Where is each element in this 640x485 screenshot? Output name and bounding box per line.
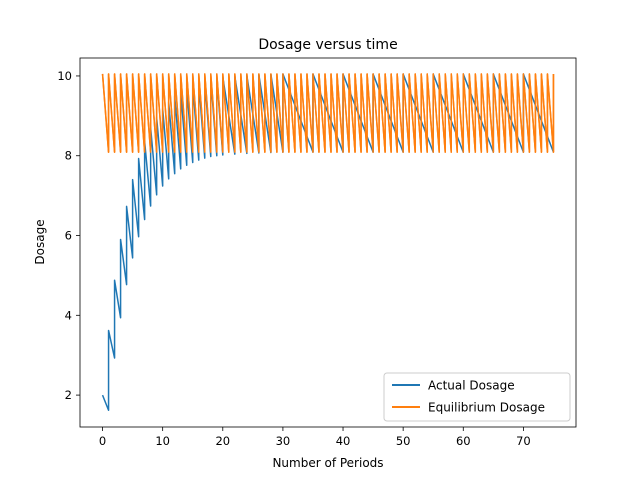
axes: 0 10 20 30 40 50 60 70 2 4 6 8 10 [57, 69, 530, 448]
x-tick-label: 30 [276, 434, 291, 448]
x-tick-label: 0 [99, 434, 106, 448]
legend: Actual Dosage Equilibrium Dosage [383, 372, 571, 422]
y-tick-label: 10 [57, 69, 72, 83]
y-tick-label: 2 [65, 388, 72, 402]
x-tick-label: 20 [215, 434, 230, 448]
plot-area [101, 73, 555, 411]
x-axis-label: Number of Periods [272, 456, 383, 470]
chart-title: Dosage versus time [258, 37, 397, 53]
axes-frame [79, 57, 577, 428]
y-tick-label: 6 [65, 229, 72, 243]
x-tick-label: 40 [336, 434, 351, 448]
y-axis-label: Dosage [33, 219, 47, 264]
x-tick-label: 70 [516, 434, 531, 448]
x-tick-label: 60 [456, 434, 471, 448]
legend-label-actual-dosage: Actual Dosage [428, 379, 515, 393]
y-tick-label: 4 [65, 308, 72, 322]
x-tick-label: 50 [396, 434, 411, 448]
x-tick-label: 10 [155, 434, 170, 448]
y-tick-label: 8 [65, 149, 72, 163]
legend-label-equilibrium-dosage: Equilibrium Dosage [428, 401, 545, 415]
legend-box [383, 372, 571, 422]
series-line-equilibrium-dosage-overlay [101, 73, 555, 153]
